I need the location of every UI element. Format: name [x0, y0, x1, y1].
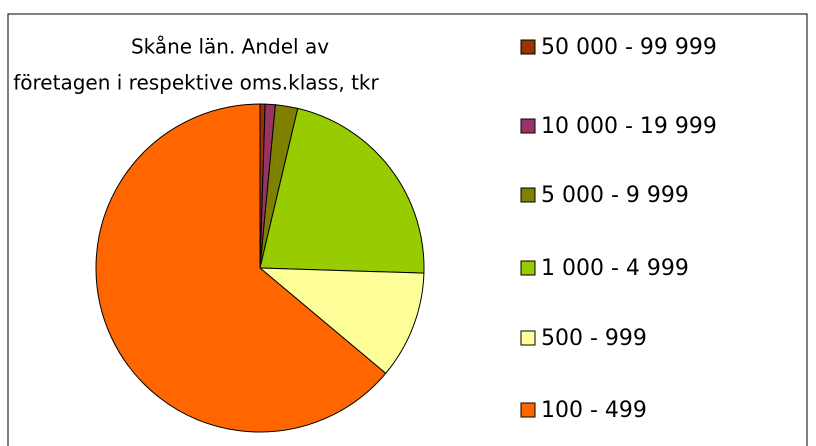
legend-swatch	[520, 330, 536, 346]
legend-swatch	[520, 260, 536, 276]
pie-slice	[258, 267, 425, 375]
legend-swatch	[520, 187, 536, 203]
chart-title: Skåne län. Andel av	[131, 35, 329, 59]
legend-swatch	[520, 118, 536, 134]
pie-slice	[259, 107, 425, 274]
chart-title: företagen i respektive oms.klass, tkr	[13, 71, 379, 95]
pie-slice	[95, 103, 387, 433]
legend-label: 10 000 - 19 999	[541, 114, 717, 139]
legend-label: 100 - 499	[541, 398, 647, 423]
legend-swatch	[520, 39, 536, 55]
legend-label: 50 000 - 99 999	[541, 35, 717, 60]
legend-swatch	[520, 402, 536, 418]
legend-label: 500 - 999	[541, 326, 647, 351]
legend-label: 1 000 - 4 999	[541, 256, 689, 281]
legend-label: 5 000 - 9 999	[541, 183, 689, 208]
